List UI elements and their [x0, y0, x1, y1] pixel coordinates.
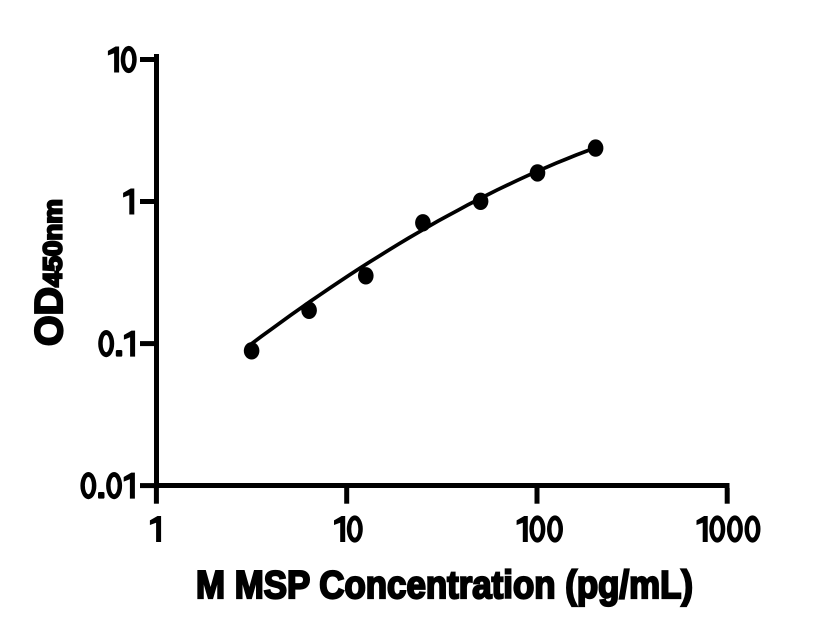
svg-text:OD450nm: OD450nm — [28, 199, 71, 346]
svg-text:M MSP Concentration (pg/mL): M MSP Concentration (pg/mL) — [196, 564, 693, 607]
